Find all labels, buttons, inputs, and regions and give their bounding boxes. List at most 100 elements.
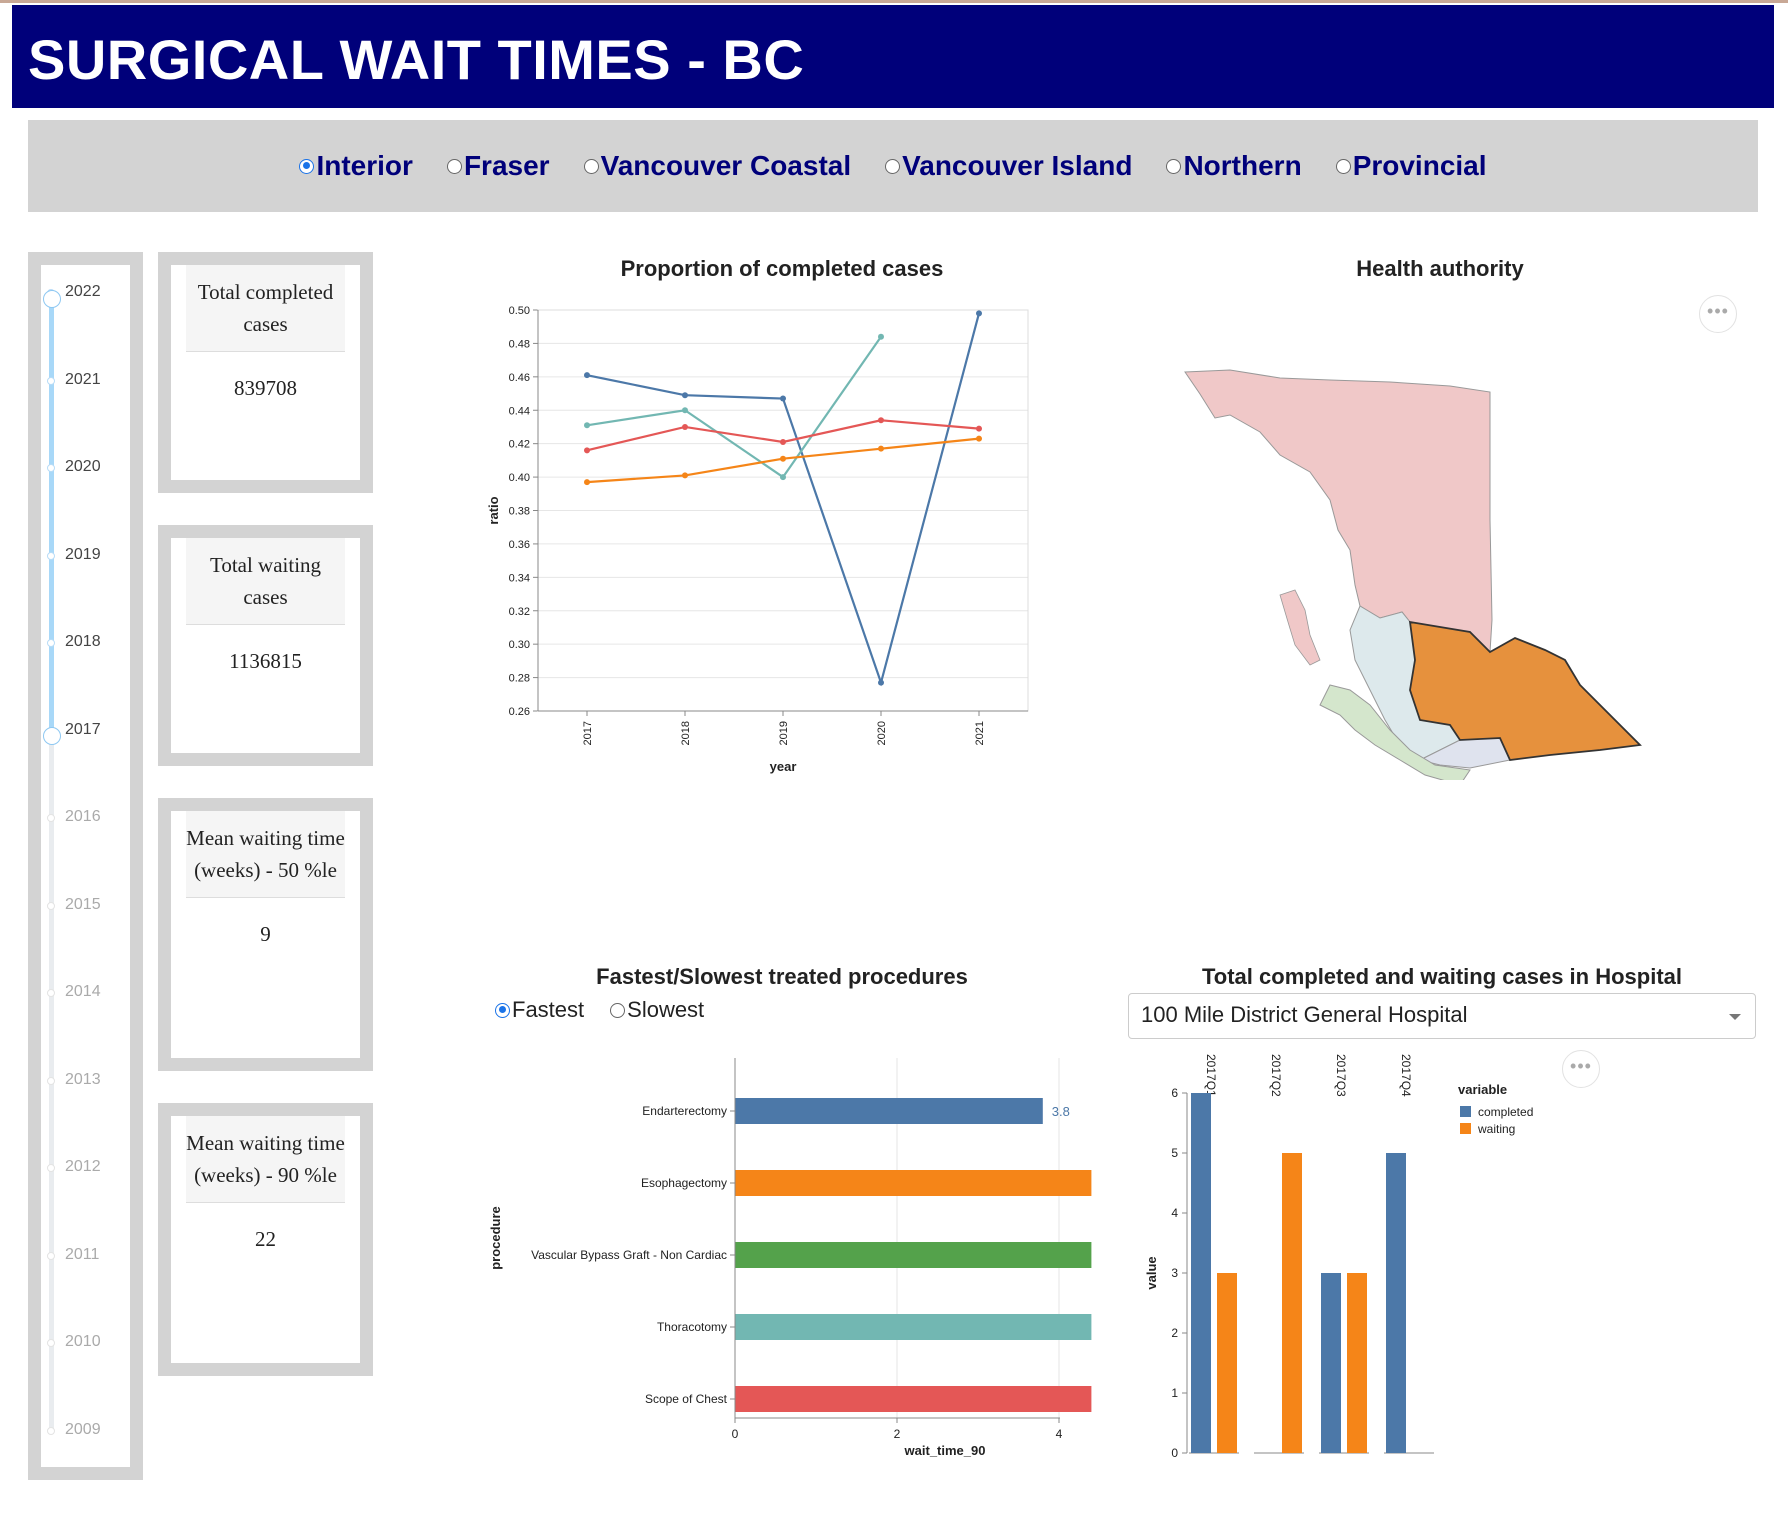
y-tick-label: 0.40 [509, 472, 530, 484]
slider-tick[interactable] [47, 1339, 55, 1347]
card-value: 1136815 [229, 649, 302, 673]
y-tick-label: 5 [1171, 1146, 1178, 1160]
x-tick-label: 0 [732, 1427, 739, 1441]
radio-button-icon[interactable] [446, 158, 462, 174]
radio-vancouver-island[interactable]: Vancouver Island [885, 150, 1132, 182]
card-value: 9 [260, 922, 271, 946]
legend-swatch [1460, 1106, 1471, 1117]
hospital-chart-title: Total completed and waiting cases in Hos… [1201, 964, 1682, 989]
slider-tick[interactable] [47, 989, 55, 997]
slider-year-label: 2021 [65, 370, 101, 388]
radio-fastest[interactable]: Fastest [495, 997, 584, 1023]
radio-button-icon[interactable] [299, 158, 315, 174]
slider-year-label: 2018 [65, 633, 101, 650]
y-axis-title: procedure [488, 1206, 503, 1270]
y-tick-label: 0.44 [509, 405, 530, 417]
radio-button-icon[interactable] [1335, 158, 1351, 174]
map-coastal-islands [1279, 589, 1321, 666]
radio-button-icon[interactable] [495, 1002, 510, 1018]
data-point [780, 395, 786, 402]
slider-tick[interactable] [47, 814, 55, 822]
radio-interior[interactable]: Interior [299, 150, 413, 182]
cases-bar [1321, 1273, 1341, 1453]
bar-data-label: 3.8 [1052, 1104, 1070, 1119]
slider-tick[interactable] [47, 464, 55, 472]
data-point [780, 474, 786, 481]
slider-handle-start[interactable] [43, 727, 61, 745]
data-point [878, 333, 884, 340]
slider-tick[interactable] [47, 901, 55, 910]
slider-year-label: 2011 [65, 1245, 100, 1263]
slider-year-label: 2013 [65, 1070, 101, 1088]
procedure-label: Thoracotomy [657, 1320, 727, 1334]
y-tick-label: 0.42 [509, 439, 530, 451]
data-point [878, 445, 884, 452]
y-tick-label: 1 [1171, 1386, 1178, 1400]
hospital-chart-menu-button[interactable]: ••• [1562, 1050, 1600, 1088]
radio-fraser[interactable]: Fraser [446, 150, 550, 182]
legend-label: waiting [1477, 1122, 1515, 1136]
slider-year-label: 2014 [65, 983, 101, 1000]
radio-slowest[interactable]: Slowest [610, 997, 704, 1023]
procedure-bar [735, 1314, 1092, 1340]
card-mean-wait-50: Mean waiting time (weeks) - 50 %le 9 [158, 798, 373, 1071]
quarter-label: 2017Q4 [1399, 1054, 1413, 1097]
hospital-dropdown[interactable]: 100 Mile District General Hospital [1128, 993, 1756, 1039]
radio-northern[interactable]: Northern [1166, 150, 1302, 182]
radio-button-icon[interactable] [610, 1002, 626, 1018]
slider-handle-end[interactable] [43, 290, 61, 308]
quarter-label: 2017Q3 [1334, 1054, 1348, 1097]
line-chart-title: Proportion of completed cases [620, 256, 944, 281]
radio-label: Fraser [463, 150, 550, 181]
slider-tick[interactable] [47, 551, 55, 560]
slider-tick[interactable] [47, 1076, 55, 1085]
slider-tick[interactable] [47, 1164, 55, 1172]
quarter-label: 2017Q2 [1269, 1054, 1283, 1097]
radio-label: Provincial [1352, 150, 1487, 181]
x-tick-label: 2018 [680, 721, 692, 745]
map-menu-button[interactable]: ••• [1699, 295, 1737, 333]
y-tick-label: 0.32 [509, 606, 530, 618]
legend-swatch [1460, 1123, 1471, 1134]
slider-selected-range[interactable] [49, 293, 54, 730]
x-axis-title: year [770, 759, 797, 774]
map-region-interior[interactable] [1408, 620, 1642, 761]
fastest-slowest-radio-group: Fastest Slowest [495, 997, 704, 1023]
map-region-northern[interactable] [1184, 369, 1493, 654]
procedure-label: Endarterectomy [642, 1104, 727, 1118]
proportion-line-chart: 0.26 0.28 0.30 0.32 0.34 0.36 0.38 0.40 0.42 0.44… [486, 305, 1029, 774]
x-tick-label: 2019 [778, 721, 790, 745]
series-line [586, 419, 980, 452]
x-tick-label: 2021 [974, 721, 986, 745]
series-line [586, 336, 882, 479]
hospital-cases-bar-chart: 0 1 2 3 4 5 6 value 2017Q1 2017Q2 2017Q3 2017Q4 vari… [1144, 1054, 1533, 1460]
slider-tick[interactable] [47, 1426, 55, 1435]
y-tick-label: 0.36 [509, 539, 530, 551]
slider-tick[interactable] [47, 639, 55, 647]
x-tick-label: 2 [894, 1427, 901, 1441]
radio-button-icon[interactable] [885, 158, 901, 174]
procedures-chart-title: Fastest/Slowest treated procedures [596, 964, 968, 989]
radio-button-icon[interactable] [583, 158, 599, 174]
slider-track[interactable] [49, 293, 54, 1433]
y-tick-label: 2 [1171, 1326, 1178, 1340]
radio-provincial[interactable]: Provincial [1335, 150, 1487, 182]
y-tick-label: 0.38 [509, 506, 530, 518]
data-point [976, 310, 982, 317]
radio-label: Interior [316, 150, 413, 181]
procedure-label: Scope of Chest [645, 1392, 728, 1406]
x-tick-label: 2020 [876, 721, 888, 745]
chevron-down-icon [1729, 1014, 1741, 1020]
slider-year-label: 2016 [65, 808, 101, 825]
map-region-vancouver-island[interactable] [1319, 684, 1471, 780]
y-tick-label: 0.26 [509, 706, 530, 718]
procedure-bar [735, 1242, 1092, 1268]
slider-tick[interactable] [47, 1251, 55, 1260]
slider-year-label: 2009 [65, 1420, 101, 1438]
data-point [682, 407, 688, 414]
radio-vancouver-coastal[interactable]: Vancouver Coastal [583, 150, 851, 182]
slider-tick[interactable] [47, 376, 55, 385]
card-label: Mean waiting time (weeks) - 50 %le [186, 811, 345, 898]
radio-button-icon[interactable] [1166, 158, 1182, 174]
slider-year-label: 2010 [65, 1333, 101, 1350]
